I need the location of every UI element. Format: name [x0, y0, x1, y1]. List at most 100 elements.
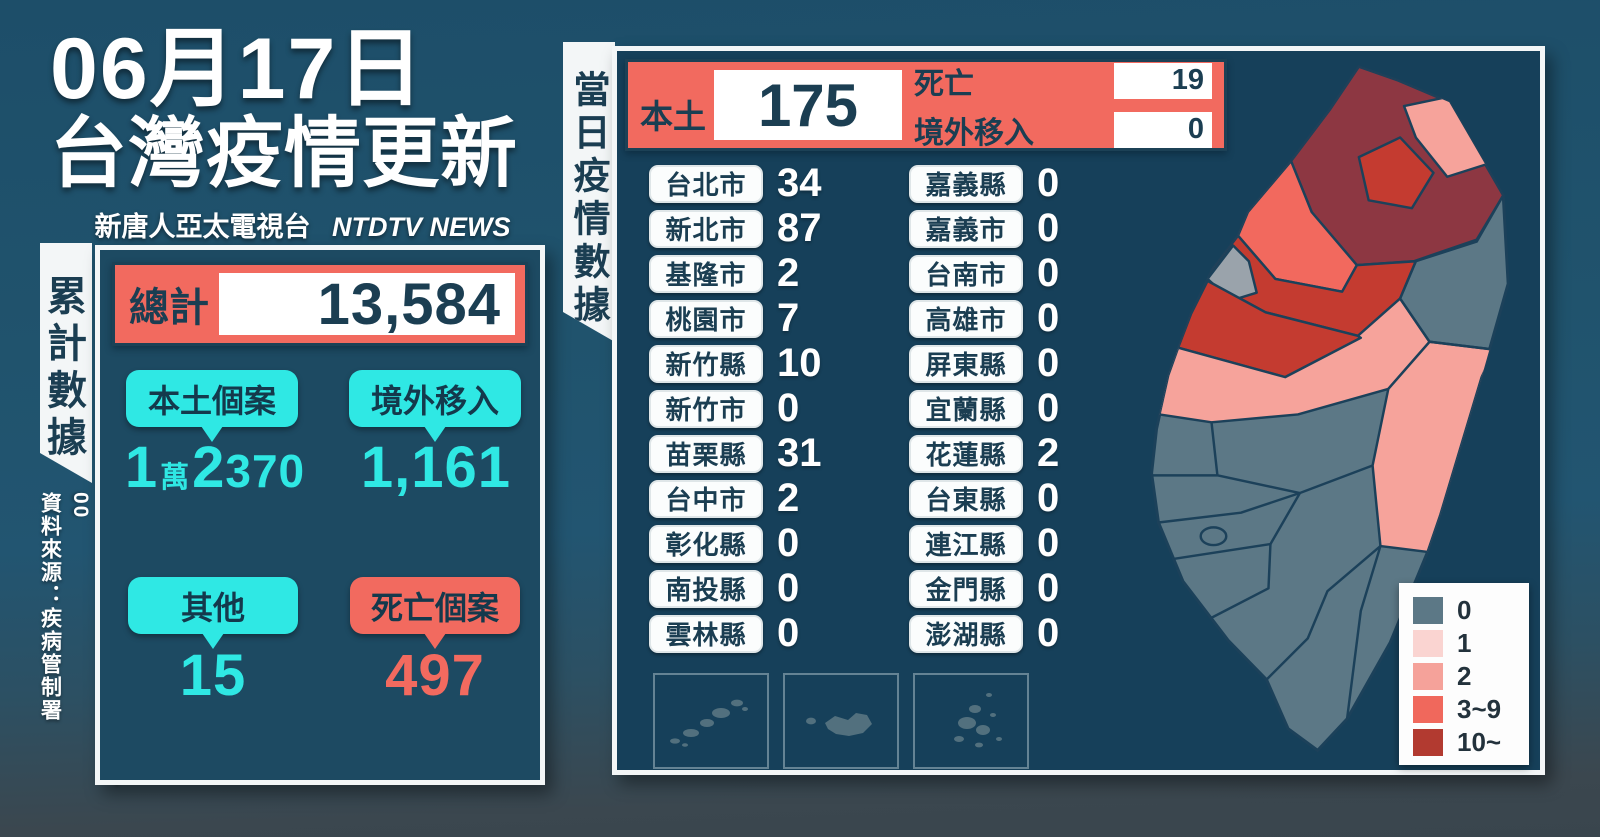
cumulative-section-ribbon: 累計數據	[40, 243, 92, 483]
county-name-pill: 苗栗縣	[649, 434, 763, 473]
daily-local-group: 本土 175	[640, 70, 902, 140]
county-name-pill: 嘉義市	[909, 209, 1023, 248]
legend-color-swatch	[1413, 630, 1443, 657]
county-row: 基隆市 2	[649, 251, 899, 296]
county-row: 台南市 0	[909, 251, 1159, 296]
legend-color-swatch	[1413, 729, 1443, 756]
daily-death-value: 19	[1114, 62, 1212, 99]
daily-secondary-group: 死亡 19 境外移入 0	[914, 62, 1212, 150]
taiwan-choropleth-map	[1150, 64, 1510, 753]
county-case-count: 7	[777, 296, 800, 340]
legend-label: 10~	[1457, 727, 1502, 757]
daily-death-row: 死亡 19	[914, 59, 1212, 103]
total-banner: 總計 13,584	[112, 262, 528, 346]
county-case-count: 0	[1037, 161, 1060, 205]
county-row: 新北市 87	[649, 206, 899, 251]
county-case-count: 0	[1037, 296, 1060, 340]
title-block: 06月17日 台灣疫情更新 新唐人亞太電視台 NTDTV NEWS	[50, 24, 555, 244]
broadcaster-name-en: NTDTV NEWS	[332, 212, 511, 243]
county-name-pill: 彰化縣	[649, 524, 763, 563]
county-row: 新竹縣 10	[649, 341, 899, 386]
county-case-count: 0	[1037, 251, 1060, 295]
county-name-pill: 新竹縣	[649, 344, 763, 383]
county-row: 雲林縣 0	[649, 611, 899, 656]
local-cases-value: 1萬2370	[124, 435, 306, 500]
daily-imported-row: 境外移入 0	[914, 108, 1212, 152]
county-case-count: 0	[777, 521, 800, 565]
county-row: 嘉義縣 0	[909, 161, 1159, 206]
county-name-pill: 基隆市	[649, 254, 763, 293]
death-cases-value: 497	[385, 643, 485, 708]
county-row: 苗栗縣 31	[649, 431, 899, 476]
county-name-pill: 新北市	[649, 209, 763, 248]
legend-row: 1	[1413, 628, 1529, 659]
county-name-pill: 澎湖縣	[909, 614, 1023, 653]
county-case-count: 10	[777, 341, 822, 385]
daily-stats-panel: 本土 175 死亡 19 境外移入 0 台北市 34	[612, 46, 1545, 775]
county-name-pill: 嘉義縣	[909, 164, 1023, 203]
county-case-count: 0	[1037, 611, 1060, 655]
daily-imported-value: 0	[1114, 111, 1212, 148]
county-case-count: 0	[777, 566, 800, 610]
daily-section-ribbon: 當日疫情數據	[563, 42, 615, 342]
map-region-taipei	[1357, 136, 1435, 210]
map-county-borders	[1151, 194, 1505, 720]
kinmen-islands-map	[806, 713, 872, 736]
county-table-col2: 嘉義縣 0 嘉義市 0 台南市 0 高雄市 0	[909, 161, 1159, 656]
county-case-count: 0	[1037, 566, 1060, 610]
county-case-count: 2	[1037, 431, 1060, 475]
legend-color-swatch	[1413, 597, 1443, 624]
page-title-main: 台灣疫情更新	[50, 111, 518, 198]
total-label: 總計	[129, 286, 209, 330]
county-case-count: 87	[777, 206, 822, 250]
county-row: 金門縣 0	[909, 566, 1159, 611]
county-name-pill: 台中市	[649, 479, 763, 518]
county-name-pill: 新竹市	[649, 389, 763, 428]
county-row: 高雄市 0	[909, 296, 1159, 341]
county-case-count: 0	[1037, 206, 1060, 250]
county-row: 桃園市 7	[649, 296, 899, 341]
county-row: 南投縣 0	[649, 566, 899, 611]
county-case-count: 2	[777, 251, 800, 295]
county-name-pill: 桃園市	[649, 299, 763, 338]
county-row: 屏東縣 0	[909, 341, 1159, 386]
legend-color-swatch	[1413, 663, 1443, 690]
county-name-pill: 連江縣	[909, 524, 1023, 563]
county-case-count: 0	[1037, 476, 1060, 520]
legend-label: 0	[1457, 595, 1472, 625]
kinmen-islands-inset	[783, 673, 899, 769]
county-row: 新竹市 0	[649, 386, 899, 431]
county-case-count: 34	[777, 161, 822, 205]
county-case-count: 2	[777, 476, 800, 520]
county-row: 花蓮縣 2	[909, 431, 1159, 476]
county-row: 嘉義市 0	[909, 206, 1159, 251]
penghu-islands-map	[954, 693, 1002, 748]
county-name-pill: 台北市	[649, 164, 763, 203]
county-name-pill: 高雄市	[909, 299, 1023, 338]
county-row: 台東縣 0	[909, 476, 1159, 521]
county-name-pill: 屏東縣	[909, 344, 1023, 383]
legend-row: 3~9	[1413, 694, 1529, 725]
county-row: 台北市 34	[649, 161, 899, 206]
legend-row: 10~	[1413, 727, 1529, 758]
legend-color-swatch	[1413, 696, 1443, 723]
matsu-islands-map	[670, 699, 748, 747]
legend-row: 0	[1413, 595, 1529, 626]
county-row: 宜蘭縣 0	[909, 386, 1159, 431]
county-row: 連江縣 0	[909, 521, 1159, 566]
page-title-date: 06月17日	[50, 21, 426, 117]
county-name-pill: 台東縣	[909, 479, 1023, 518]
daily-local-label: 本土	[640, 98, 706, 135]
death-cases-bubble: 死亡個案	[350, 577, 520, 634]
county-name-pill: 金門縣	[909, 569, 1023, 608]
other-cases-bubble: 其他	[128, 577, 298, 634]
daily-imported-label: 境外移入	[914, 116, 1034, 150]
matsu-islands-inset	[653, 673, 769, 769]
county-name-pill: 雲林縣	[649, 614, 763, 653]
county-case-count: 31	[777, 431, 822, 475]
county-case-count: 0	[1037, 521, 1060, 565]
county-case-count: 0	[1037, 386, 1060, 430]
data-source-text: 資料來源：疾病管制署	[38, 492, 62, 722]
county-row: 彰化縣 0	[649, 521, 899, 566]
